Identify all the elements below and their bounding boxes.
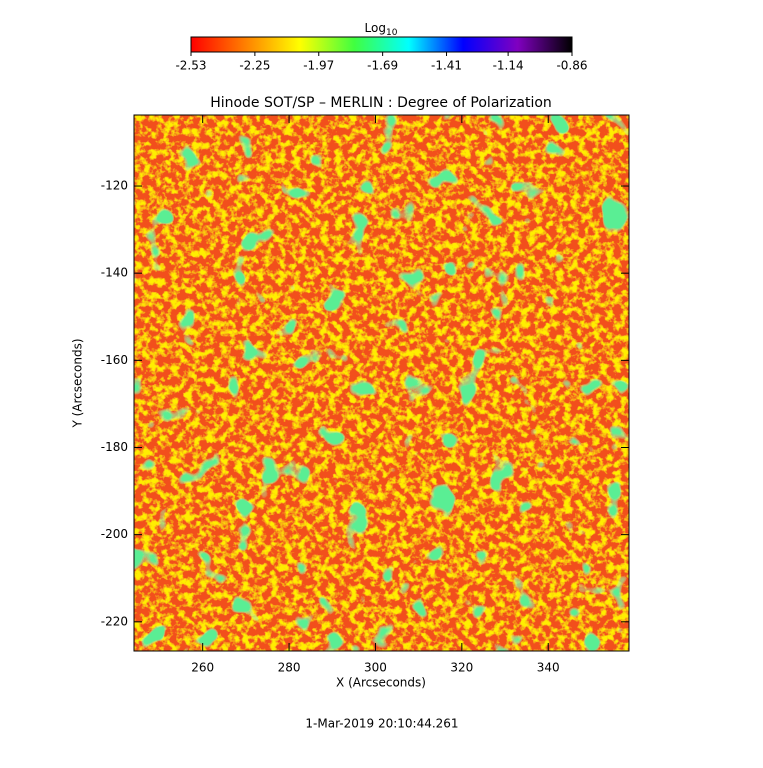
chart-title: Hinode SOT/SP – MERLIN : Degree of Polar… [210,95,552,111]
heatmap-image [134,115,629,651]
colorbar-tick-label: -1.41 [431,59,462,73]
x-axis-label: X (Arcseconds) [336,676,426,690]
colorbar-tick-label: -1.14 [493,59,524,73]
colorbar-tick-label: -0.86 [556,59,587,73]
colorbar-title-sub: 10 [386,28,398,38]
x-tick-label: 260 [191,661,214,675]
colorbar [190,36,573,53]
date-label: 1-Mar-2019 20:10:44.261 [305,717,458,731]
y-tick-label: -200 [101,527,128,541]
colorbar-tick-label: -2.53 [175,59,206,73]
colorbar-tick-label: -1.97 [303,59,334,73]
y-tick-label: -160 [101,353,128,367]
colorbar-tick-label: -1.69 [367,59,398,73]
y-tick-label: -140 [101,266,128,280]
y-tick-label: -120 [101,179,128,193]
x-tick-label: 340 [537,661,560,675]
y-axis-label: Y (Arcseconds) [71,338,85,428]
colorbar-title-main: Log [365,21,386,35]
plot-frame [133,114,630,652]
x-tick-label: 320 [450,661,473,675]
x-tick-label: 280 [278,661,301,675]
colorbar-tick-label: -2.25 [239,59,270,73]
x-tick-label: 300 [364,661,387,675]
colorbar-title: Log10 [365,21,398,38]
y-tick-label: -180 [101,440,128,454]
y-tick-label: -220 [101,614,128,628]
